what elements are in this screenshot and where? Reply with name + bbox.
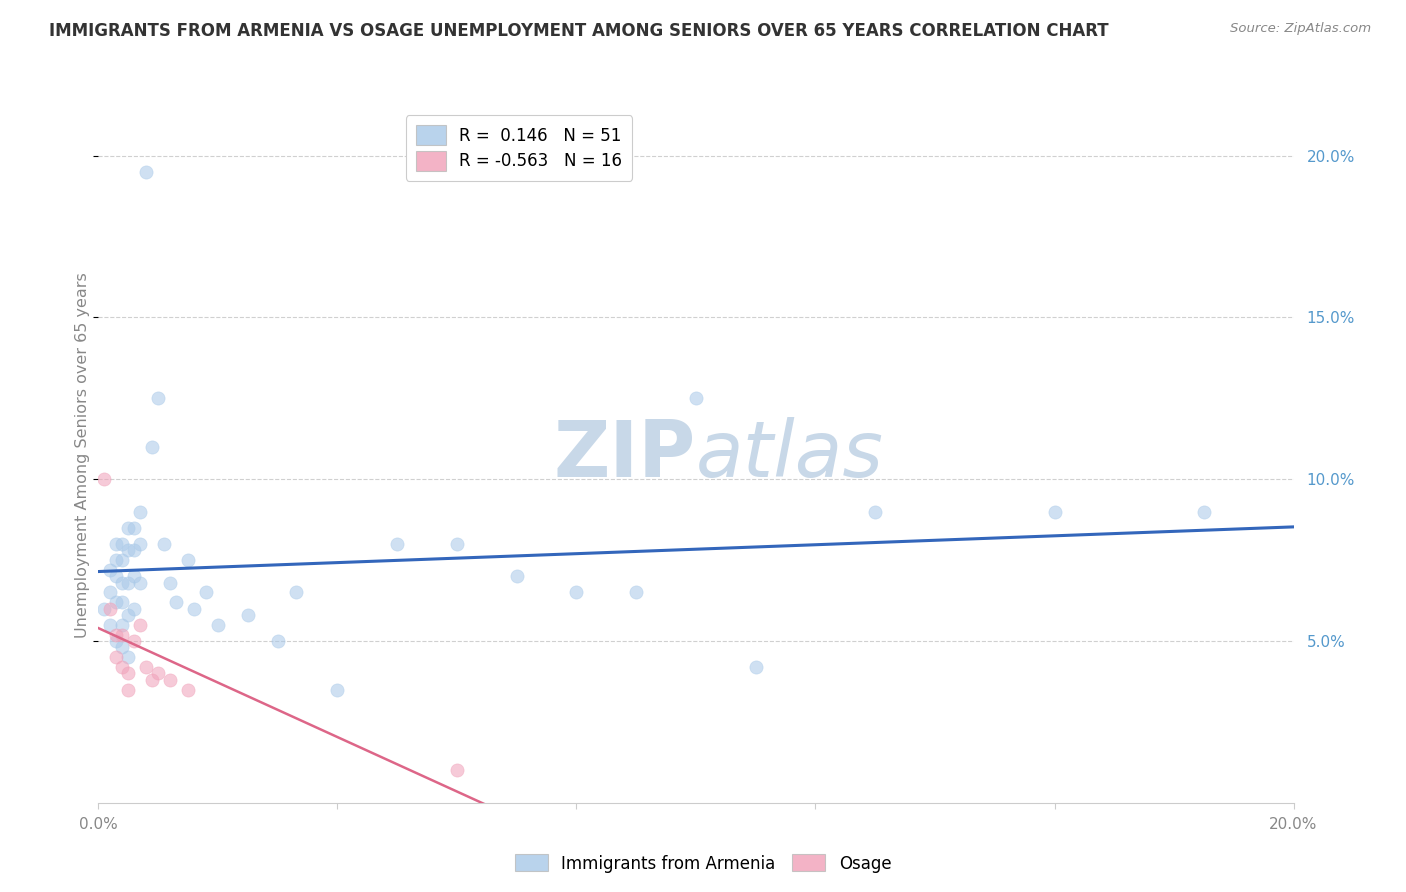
Text: IMMIGRANTS FROM ARMENIA VS OSAGE UNEMPLOYMENT AMONG SENIORS OVER 65 YEARS CORREL: IMMIGRANTS FROM ARMENIA VS OSAGE UNEMPLO…	[49, 22, 1109, 40]
Point	[117, 682, 139, 697]
Point	[105, 537, 128, 551]
Text: atlas: atlas	[696, 417, 884, 493]
Point	[111, 640, 134, 655]
Point	[236, 608, 259, 623]
Point	[111, 660, 134, 674]
Point	[177, 682, 200, 697]
Point	[446, 764, 468, 778]
Point	[159, 575, 181, 590]
Point	[105, 569, 128, 583]
Point	[506, 569, 529, 583]
Point	[98, 563, 122, 577]
Point	[124, 521, 146, 535]
Point	[105, 634, 128, 648]
Point	[865, 504, 887, 518]
Point	[117, 666, 139, 681]
Point	[446, 537, 468, 551]
Point	[141, 440, 163, 454]
Point	[148, 392, 170, 406]
Point	[385, 537, 409, 551]
Point	[111, 617, 134, 632]
Point	[1192, 504, 1215, 518]
Point	[111, 595, 134, 609]
Point	[124, 601, 146, 615]
Point	[111, 627, 134, 641]
Point	[93, 601, 115, 615]
Text: ZIP: ZIP	[554, 417, 696, 493]
Point	[98, 617, 122, 632]
Point	[93, 472, 115, 486]
Point	[195, 585, 218, 599]
Point	[177, 553, 200, 567]
Point	[165, 595, 187, 609]
Point	[105, 627, 128, 641]
Point	[111, 575, 134, 590]
Point	[129, 537, 152, 551]
Point	[326, 682, 349, 697]
Point	[129, 617, 152, 632]
Point	[1043, 504, 1066, 518]
Point	[135, 165, 157, 179]
Point	[117, 575, 139, 590]
Point	[111, 553, 134, 567]
Point	[207, 617, 229, 632]
Point	[626, 585, 648, 599]
Point	[141, 673, 163, 687]
Point	[117, 650, 139, 665]
Point	[105, 650, 128, 665]
Point	[117, 521, 139, 535]
Legend: R =  0.146   N = 51, R = -0.563   N = 16: R = 0.146 N = 51, R = -0.563 N = 16	[405, 115, 631, 180]
Point	[153, 537, 176, 551]
Point	[124, 634, 146, 648]
Point	[117, 543, 139, 558]
Point	[129, 504, 152, 518]
Point	[98, 601, 122, 615]
Point	[98, 585, 122, 599]
Legend: Immigrants from Armenia, Osage: Immigrants from Armenia, Osage	[508, 847, 898, 880]
Point	[124, 569, 146, 583]
Point	[685, 392, 707, 406]
Point	[124, 543, 146, 558]
Point	[105, 553, 128, 567]
Point	[745, 660, 768, 674]
Point	[159, 673, 181, 687]
Point	[117, 608, 139, 623]
Point	[183, 601, 205, 615]
Point	[111, 537, 134, 551]
Point	[135, 660, 157, 674]
Point	[148, 666, 170, 681]
Point	[565, 585, 588, 599]
Point	[129, 575, 152, 590]
Point	[105, 595, 128, 609]
Text: Source: ZipAtlas.com: Source: ZipAtlas.com	[1230, 22, 1371, 36]
Y-axis label: Unemployment Among Seniors over 65 years: Unemployment Among Seniors over 65 years	[75, 272, 90, 638]
Point	[284, 585, 307, 599]
Point	[267, 634, 290, 648]
